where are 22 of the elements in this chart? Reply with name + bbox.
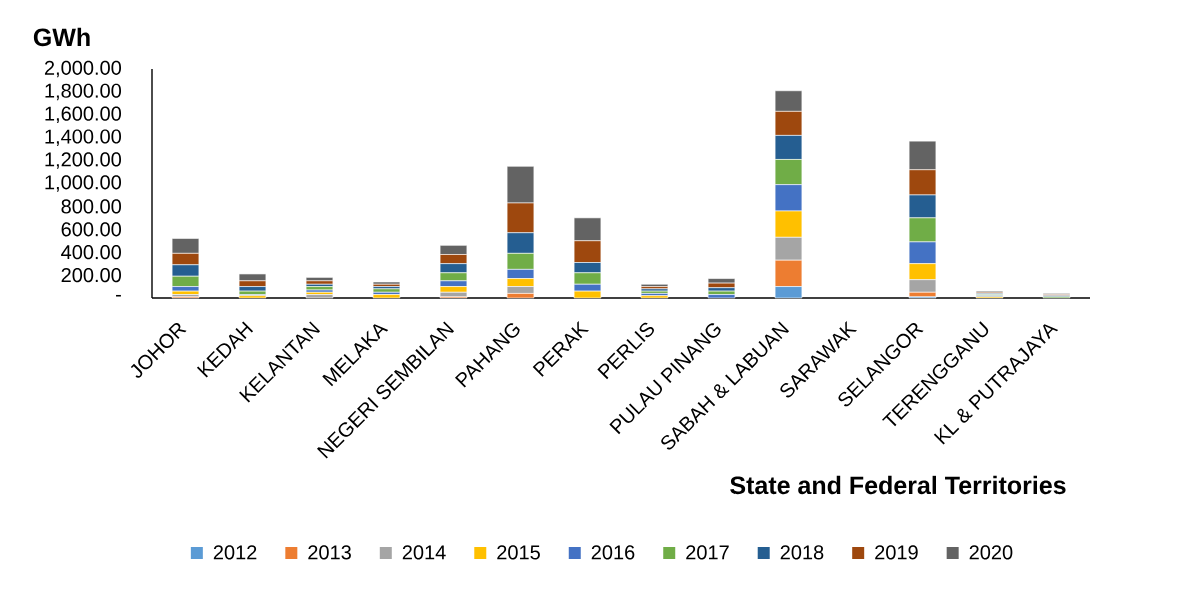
legend-label: 2014	[402, 545, 446, 560]
legend-label: 2020	[969, 545, 1013, 560]
y-axis-title: GWh	[33, 27, 90, 47]
y-tick-label: 200.00	[61, 268, 122, 283]
legend-label: 2015	[497, 545, 540, 560]
y-tick-label: 1,400.00	[45, 129, 122, 146]
y-tick-label: 800.00	[61, 199, 122, 214]
legend-label: 2019	[875, 545, 918, 560]
y-tick-label: -	[116, 294, 121, 297]
x-axis-title: State and Federal Territories	[730, 475, 1066, 495]
legend-label: 2018	[780, 545, 824, 560]
y-tick-label: 1,200.00	[45, 152, 122, 169]
y-tick-label: 2,000.00	[44, 60, 122, 78]
legend-label: 2012	[213, 545, 257, 560]
y-tick-label: 1,000.00	[45, 175, 122, 192]
y-tick-label: 600.00	[61, 222, 122, 237]
y-tick-label: 1,800.00	[45, 83, 122, 101]
y-tick-label: 1,600.00	[45, 106, 122, 124]
legend-label: 2013	[308, 545, 351, 560]
legend-label: 2016	[591, 545, 635, 560]
legend-label: 2017	[686, 545, 729, 560]
y-tick-label: 400.00	[61, 245, 122, 260]
